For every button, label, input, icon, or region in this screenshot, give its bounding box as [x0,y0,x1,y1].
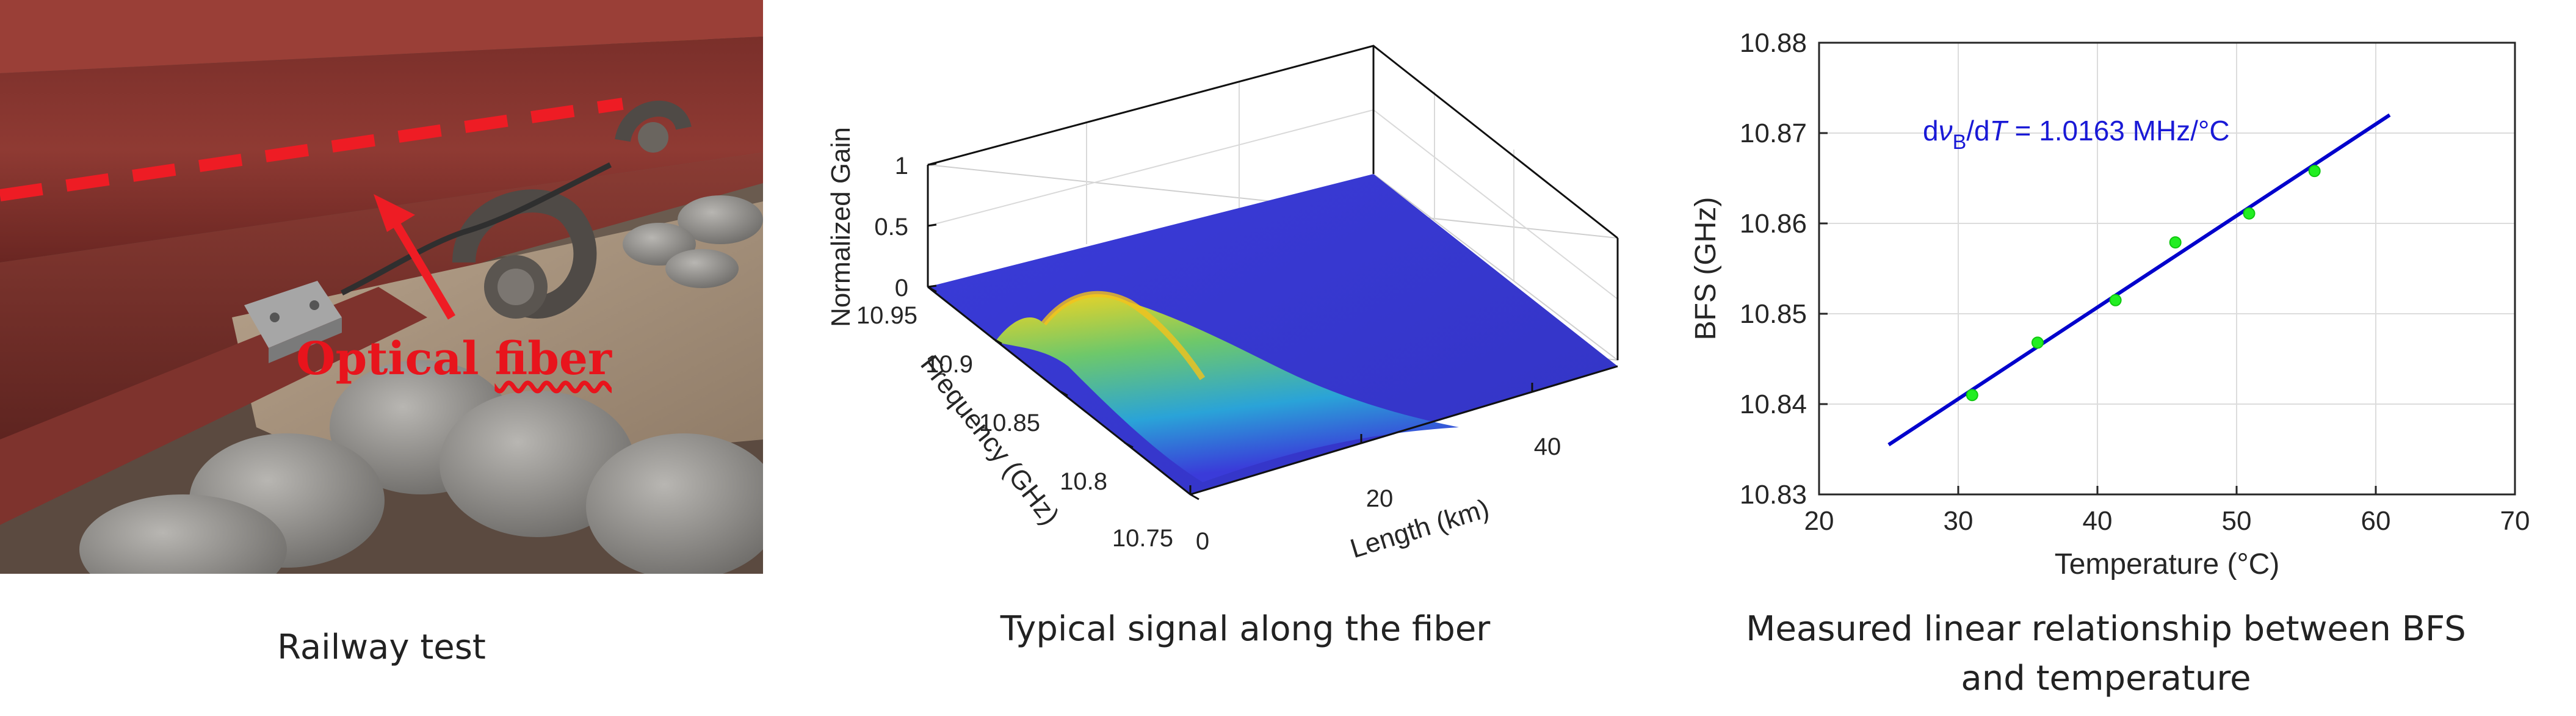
z-tick-label: 0 [895,275,908,302]
grid-layer [1819,43,2515,494]
slope-annotation: dνB/dT = 1.0163 MHz/°C [1923,115,2230,154]
slope-annotation-sub: B [1953,131,1967,154]
y-tick-label: 10.88 [1740,28,1807,58]
x-tick-label: 30 [1944,506,1974,536]
chart-y-axis-label: BFS (GHz) [1690,197,1722,341]
surface-plot: 0 0.5 1 Normalized Gain 10.95 10.9 10.85… [826,44,1619,564]
data-point [2243,207,2256,220]
surface-peak-ridge [995,294,1459,482]
optical-fiber-label-word2: fiber [494,333,612,385]
slope-annotation-rest: = 1.0163 MHz/°C [2007,115,2230,146]
fiber-arrow-line [388,214,456,320]
plot-area-background [1819,43,2515,494]
x-tick-label: 40 [1534,433,1561,460]
z-tick-label: 1 [895,153,908,179]
surface-plot-panel: 0 0.5 1 Normalized Gain 10.95 10.9 10.85… [812,0,1660,598]
fiber-arrow-head [374,194,415,232]
slope-annotation-nu: ν [1939,115,1953,146]
y-tick-label: 10.85 [979,410,1040,436]
y-tick-label: 10.86 [1740,209,1807,239]
data-layer [1887,113,2391,447]
x-tick-label: 70 [2500,506,2530,536]
caption-bfs-line2: and temperature [1961,659,2251,699]
x-tick-label: 20 [1804,506,1834,536]
y-tick-label: 10.75 [1112,525,1173,552]
bfs-temperature-chart: 20 30 40 50 60 70 10.83 10.84 10.85 10.86 10.87 10.… [1690,28,2530,580]
z-tick-label: 0.5 [874,214,908,240]
surface-floor [928,174,1618,494]
y-tick-label: 10.83 [1740,480,1807,510]
x-tick-label: 0 [1196,528,1209,555]
slope-annotation-t: T [1990,115,2009,146]
data-point [1966,389,1978,402]
tick-layer: 20 30 40 50 60 70 10.83 10.84 10.85 10.86 10.87 10.… [1740,28,2530,536]
y-tick-label: 10.85 [1740,299,1807,329]
x-tick-label: 50 [2222,506,2252,536]
data-point [2031,336,2044,349]
railway-photo-panel: Optical fiber [0,0,781,604]
y-tick-label: 10.87 [1740,118,1807,148]
x-tick-label: 60 [2361,506,2391,536]
plot-area-frame [1818,42,2516,496]
y-tick-label: 10.84 [1740,389,1807,419]
caption-bfs-relationship: Measured linear relationship between BFS… [1703,604,2509,703]
railway-photo [0,0,781,604]
x-tick-label: 40 [2083,506,2113,536]
slope-annotation-slash: /d [1966,115,1989,146]
data-point [2109,294,2122,306]
fiber-path-dashed-line [0,98,624,201]
x-tick-label: 20 [1366,485,1394,512]
y-tick-label: 10.95 [856,302,917,329]
chart-x-axis-label: Temperature (°C) [2055,548,2280,580]
bfs-temperature-panel: 20 30 40 50 60 70 10.83 10.84 10.85 10.86 10.87 10.… [1673,0,2576,598]
y-tick-label: 10.9 [925,351,973,378]
caption-railway-test: Railway test [277,627,486,667]
z-axis-label: Normalized Gain [826,127,856,327]
data-point [2308,165,2321,178]
data-point [2169,236,2182,249]
caption-bfs-line1: Measured linear relationship between BFS [1746,609,2466,649]
caption-typical-signal: Typical signal along the fiber [1000,609,1491,649]
optical-fiber-label-word1: Optical [296,333,495,385]
y-tick-label: 10.8 [1060,468,1107,495]
optical-fiber-label: Optical fiber [296,333,612,385]
slope-annotation-d: d [1923,115,1939,146]
